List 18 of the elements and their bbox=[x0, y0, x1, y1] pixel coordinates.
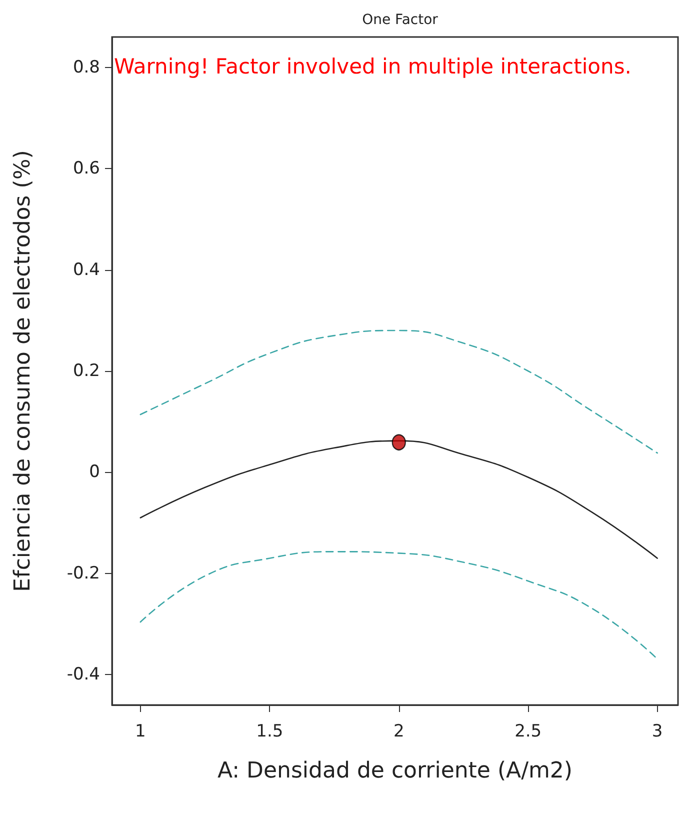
y-tick-label: 0.4 bbox=[72, 260, 100, 280]
x-tick-label: 1 bbox=[135, 722, 146, 742]
x-tick-label: 2 bbox=[393, 722, 404, 742]
x-axis-title: A: Densidad de corriente (A/m2) bbox=[217, 758, 573, 784]
y-tick-label: -0.2 bbox=[66, 563, 100, 584]
y-tick-label: 0 bbox=[89, 462, 100, 482]
line-series bbox=[140, 551, 658, 660]
line-series bbox=[140, 330, 658, 454]
x-tick-label: 3 bbox=[652, 722, 663, 742]
annotation: Warning! Factor involved in multiple interactions. bbox=[114, 54, 632, 78]
y-tick-label: 0.2 bbox=[72, 361, 100, 381]
y-tick-label: 0.8 bbox=[72, 57, 100, 78]
chart-title: One Factor bbox=[362, 12, 438, 28]
x-tick-label: 2.5 bbox=[514, 722, 542, 742]
y-axis-title: Efciencia de consumo de electrodos (%) bbox=[10, 150, 36, 592]
y-tick-label: -0.4 bbox=[66, 664, 100, 685]
x-tick-label: 1.5 bbox=[256, 722, 284, 742]
y-tick-label: 0.6 bbox=[72, 158, 100, 179]
